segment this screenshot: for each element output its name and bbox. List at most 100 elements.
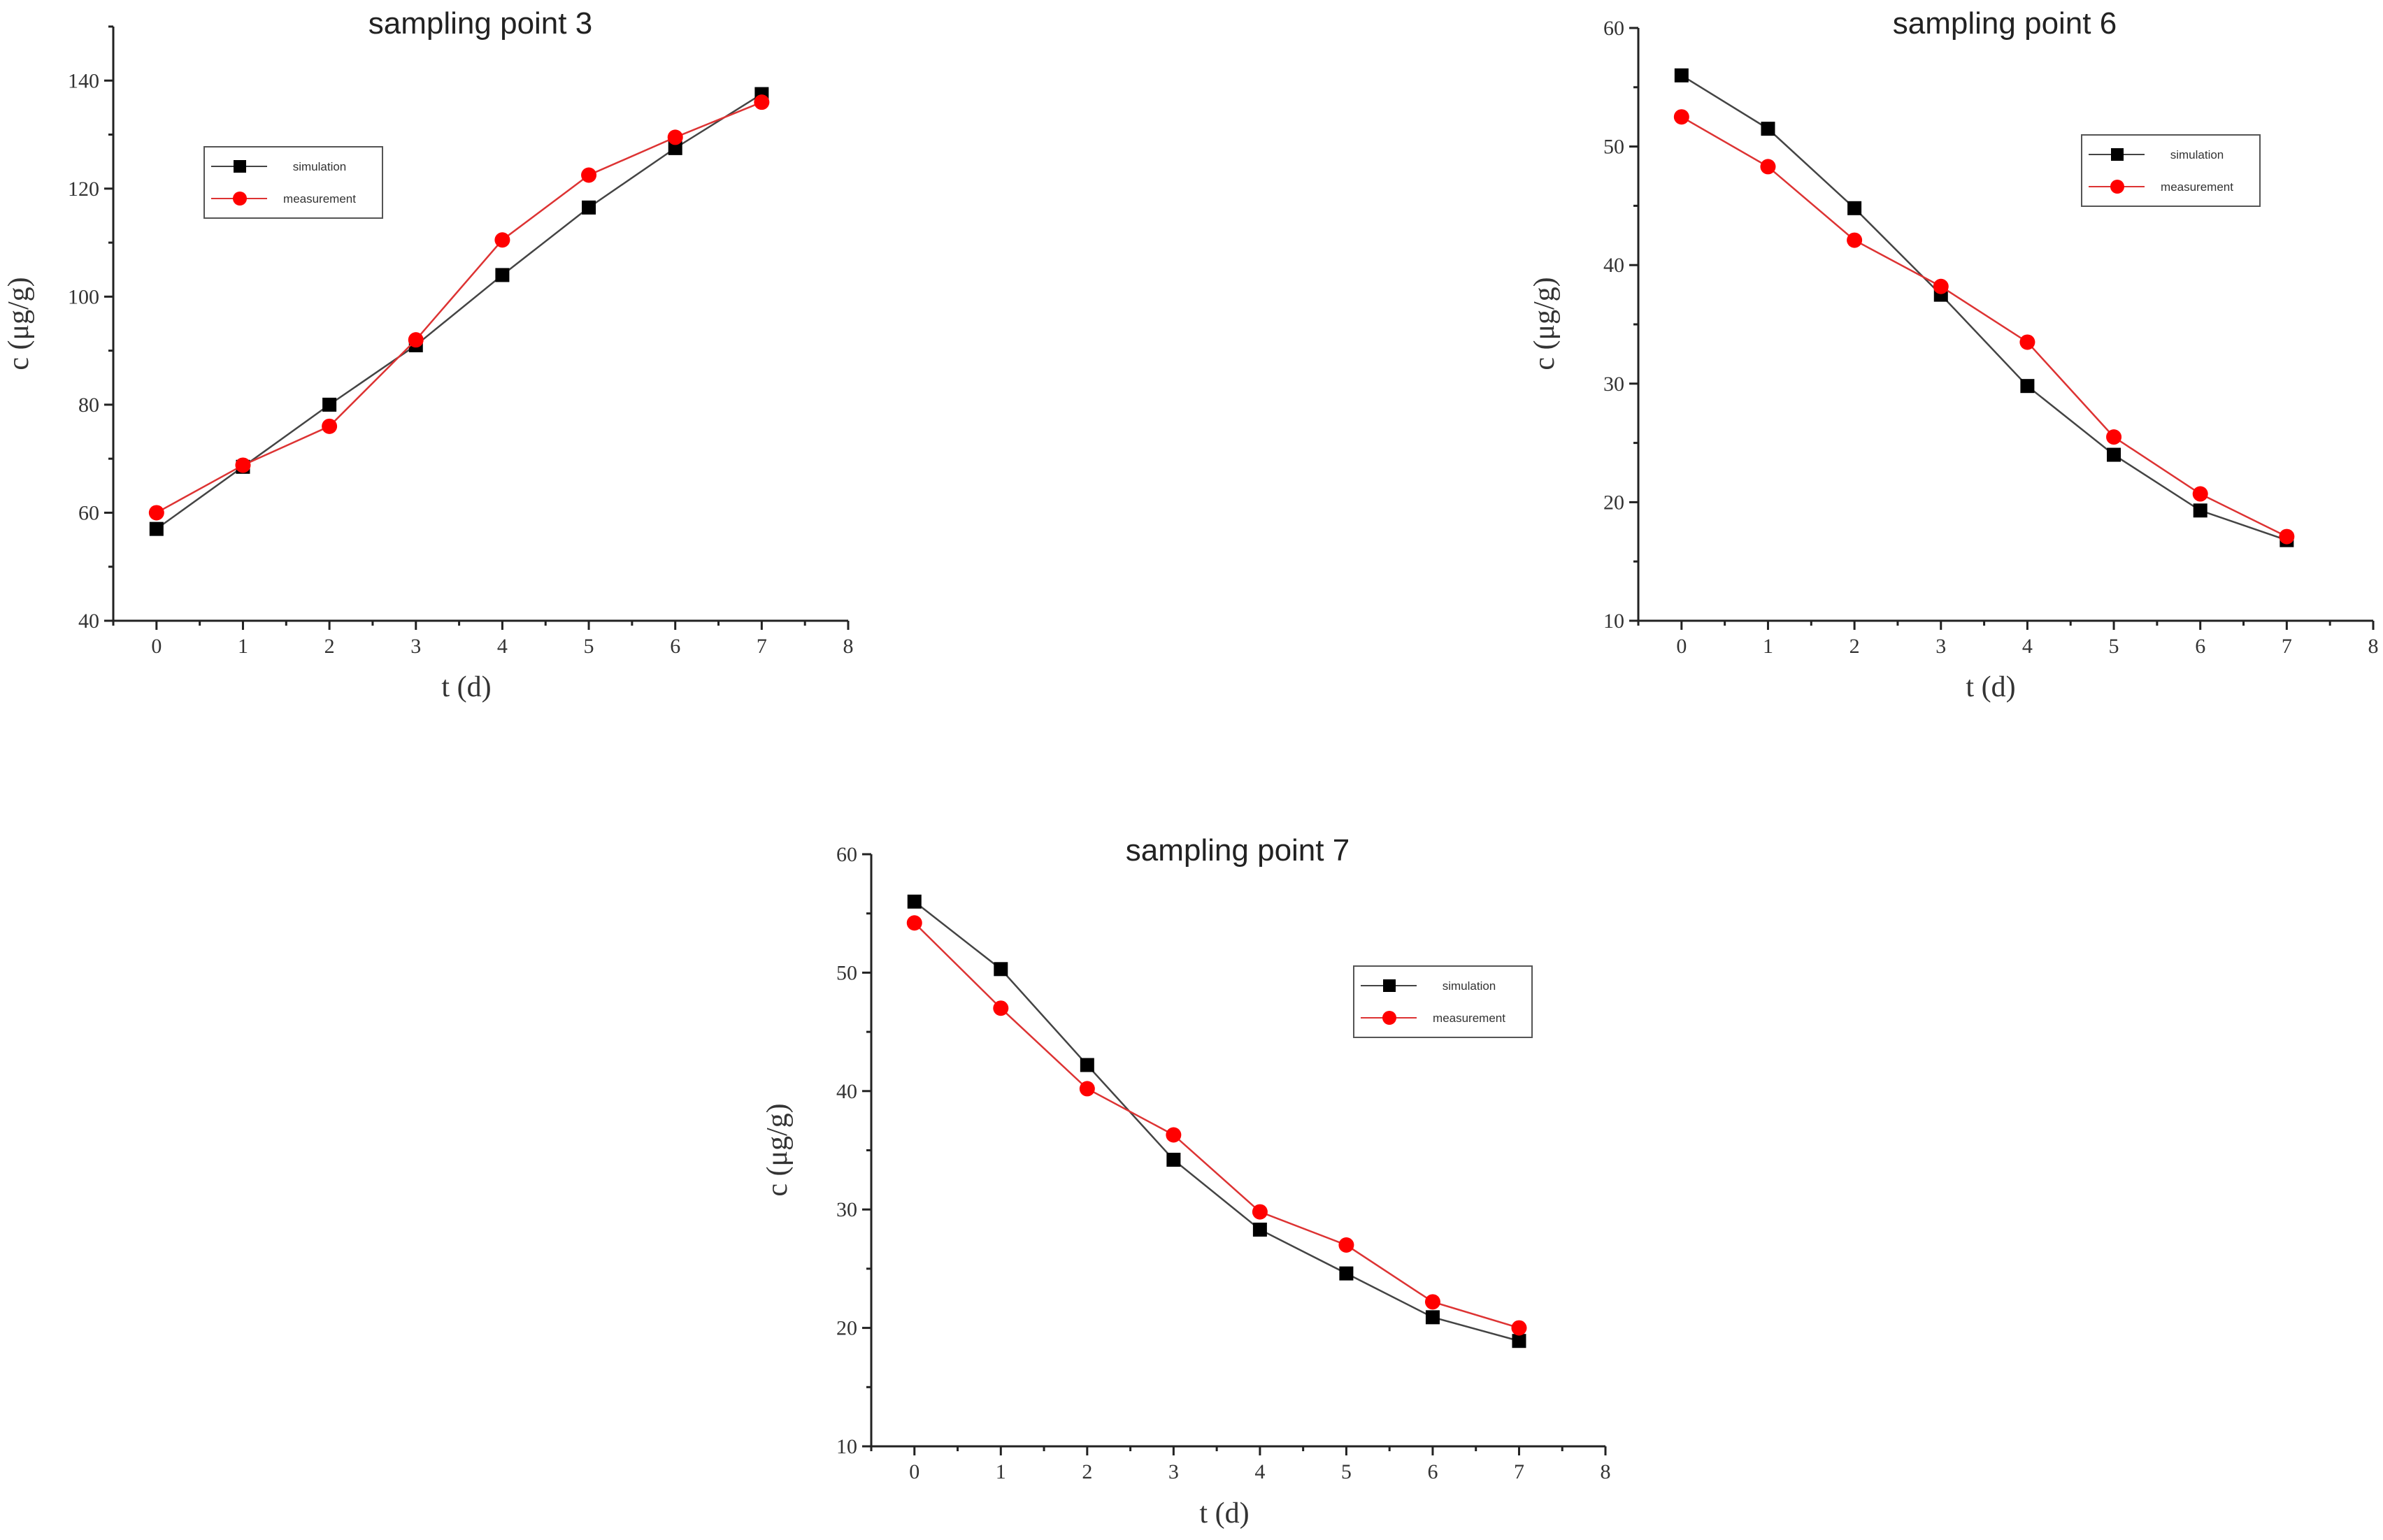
data-point-measurement	[754, 94, 770, 110]
series-line-simulation	[913, 900, 1519, 1342]
y-tick-label: 120	[68, 178, 99, 201]
legend-label-measurement: measurement	[1433, 1012, 1505, 1025]
y-tick-label: 80	[78, 394, 99, 417]
y-tick-label: 60	[78, 501, 99, 524]
y-tick-label: 10	[1603, 610, 1624, 633]
legend-label-simulation: simulation	[1443, 979, 1496, 993]
x-tick-label: 5	[1341, 1460, 1352, 1483]
data-point-measurement	[1079, 1081, 1095, 1097]
data-point-simulation	[1339, 1266, 1354, 1281]
legend-marker-simulation	[2111, 148, 2124, 161]
data-point-simulation	[322, 397, 337, 412]
x-tick-label: 8	[2368, 635, 2379, 658]
data-point-simulation	[994, 962, 1008, 977]
legend: simulation measurement	[2081, 134, 2261, 207]
data-point-measurement	[1166, 1127, 1182, 1143]
legend-box	[1353, 965, 1533, 1038]
y-tick-label: 20	[1603, 491, 1624, 514]
y-tick-label: 40	[1603, 254, 1624, 277]
data-point-measurement	[1338, 1237, 1354, 1253]
data-point-measurement	[1252, 1204, 1268, 1220]
chart-title: sampling point 3	[368, 6, 592, 41]
data-point-measurement	[2192, 486, 2208, 502]
data-point-simulation	[1761, 122, 1775, 136]
x-tick-label: 5	[2109, 635, 2119, 658]
data-point-measurement	[667, 129, 683, 145]
x-tick-label: 5	[584, 635, 594, 658]
data-point-measurement	[322, 418, 338, 434]
x-tick-label: 7	[1514, 1460, 1524, 1483]
legend-label-simulation: simulation	[2170, 148, 2224, 161]
x-tick-label: 7	[2282, 635, 2292, 658]
data-point-measurement	[1673, 109, 1689, 125]
y-tick-label: 20	[836, 1317, 857, 1340]
data-point-measurement	[2279, 528, 2295, 545]
legend-box	[203, 146, 383, 219]
x-tick-label: 6	[1427, 1460, 1438, 1483]
x-axis-label: t (d)	[1199, 1497, 1249, 1530]
data-point-measurement	[581, 167, 597, 183]
chart-sampling-point-7: sampling point 7 10 20 30 40 50 60 0 1 2 3 4 5 6 7 8 t (…	[761, 833, 1611, 1530]
chart-sampling-point-6: sampling point 6 10 20 30 40 50 60 0 1 2 3 4 5 6 7 8 t (…	[1529, 6, 2379, 703]
y-tick-label: 50	[1603, 136, 1624, 159]
x-tick-label: 2	[1849, 635, 1860, 658]
data-point-measurement	[1511, 1320, 1527, 1336]
x-tick-label: 1	[996, 1460, 1006, 1483]
x-tick-label: 8	[1601, 1460, 1611, 1483]
series-line-measurement	[913, 922, 1519, 1329]
y-tick-label: 140	[68, 69, 99, 92]
y-tick-label: 50	[836, 961, 857, 984]
x-tick-label: 0	[909, 1460, 919, 1483]
data-point-simulation	[2107, 447, 2121, 462]
x-tick-label: 3	[410, 635, 421, 658]
legend-marker-measurement	[233, 192, 247, 206]
y-tick-label: 40	[78, 610, 99, 633]
data-point-measurement	[1760, 159, 1776, 175]
series-line-measurement	[156, 101, 762, 514]
y-tick-label: 30	[1603, 373, 1624, 396]
data-point-measurement	[1933, 278, 1949, 294]
y-axis-label: c (μg/g)	[761, 1103, 794, 1196]
y-tick-label: 100	[68, 285, 99, 308]
x-tick-label: 4	[2022, 635, 2033, 658]
chart-title: sampling point 6	[1893, 6, 2117, 41]
legend-box	[2081, 134, 2261, 207]
x-axis-label: t (d)	[441, 671, 491, 703]
legend-marker-simulation	[1383, 979, 1396, 992]
data-point-simulation	[1252, 1222, 1267, 1237]
data-point-simulation	[1080, 1058, 1094, 1072]
x-tick-label: 0	[151, 635, 162, 658]
data-point-measurement	[408, 332, 424, 348]
data-point-simulation	[495, 268, 510, 282]
x-tick-label: 8	[843, 635, 854, 658]
y-tick-label: 60	[836, 843, 857, 866]
data-point-measurement	[494, 232, 510, 248]
legend: simulation measurement	[1353, 965, 1533, 1038]
legend-marker-measurement	[1382, 1011, 1396, 1025]
x-tick-label: 2	[1082, 1460, 1092, 1483]
y-axis-label: c (μg/g)	[3, 277, 35, 370]
legend-marker-simulation	[234, 160, 246, 173]
data-point-simulation	[907, 894, 922, 909]
data-point-simulation	[1847, 201, 1862, 215]
x-tick-label: 4	[1254, 1460, 1265, 1483]
data-point-measurement	[1424, 1294, 1440, 1310]
data-point-measurement	[2106, 429, 2122, 445]
x-tick-label: 6	[2195, 635, 2205, 658]
x-tick-label: 1	[238, 635, 248, 658]
data-point-simulation	[1166, 1153, 1181, 1167]
y-tick-label: 40	[836, 1080, 857, 1103]
y-tick-label: 60	[1603, 17, 1624, 40]
y-tick-label: 10	[836, 1435, 857, 1458]
data-point-simulation	[1674, 68, 1689, 82]
x-tick-label: 4	[497, 635, 508, 658]
series-line-measurement	[1681, 116, 2287, 538]
data-point-simulation	[2193, 503, 2207, 518]
x-tick-label: 3	[1935, 635, 1946, 658]
y-tick-label: 30	[836, 1198, 857, 1221]
data-point-measurement	[148, 505, 164, 521]
x-tick-label: 7	[757, 635, 767, 658]
legend-label-measurement: measurement	[283, 192, 356, 206]
data-point-simulation	[668, 141, 682, 155]
